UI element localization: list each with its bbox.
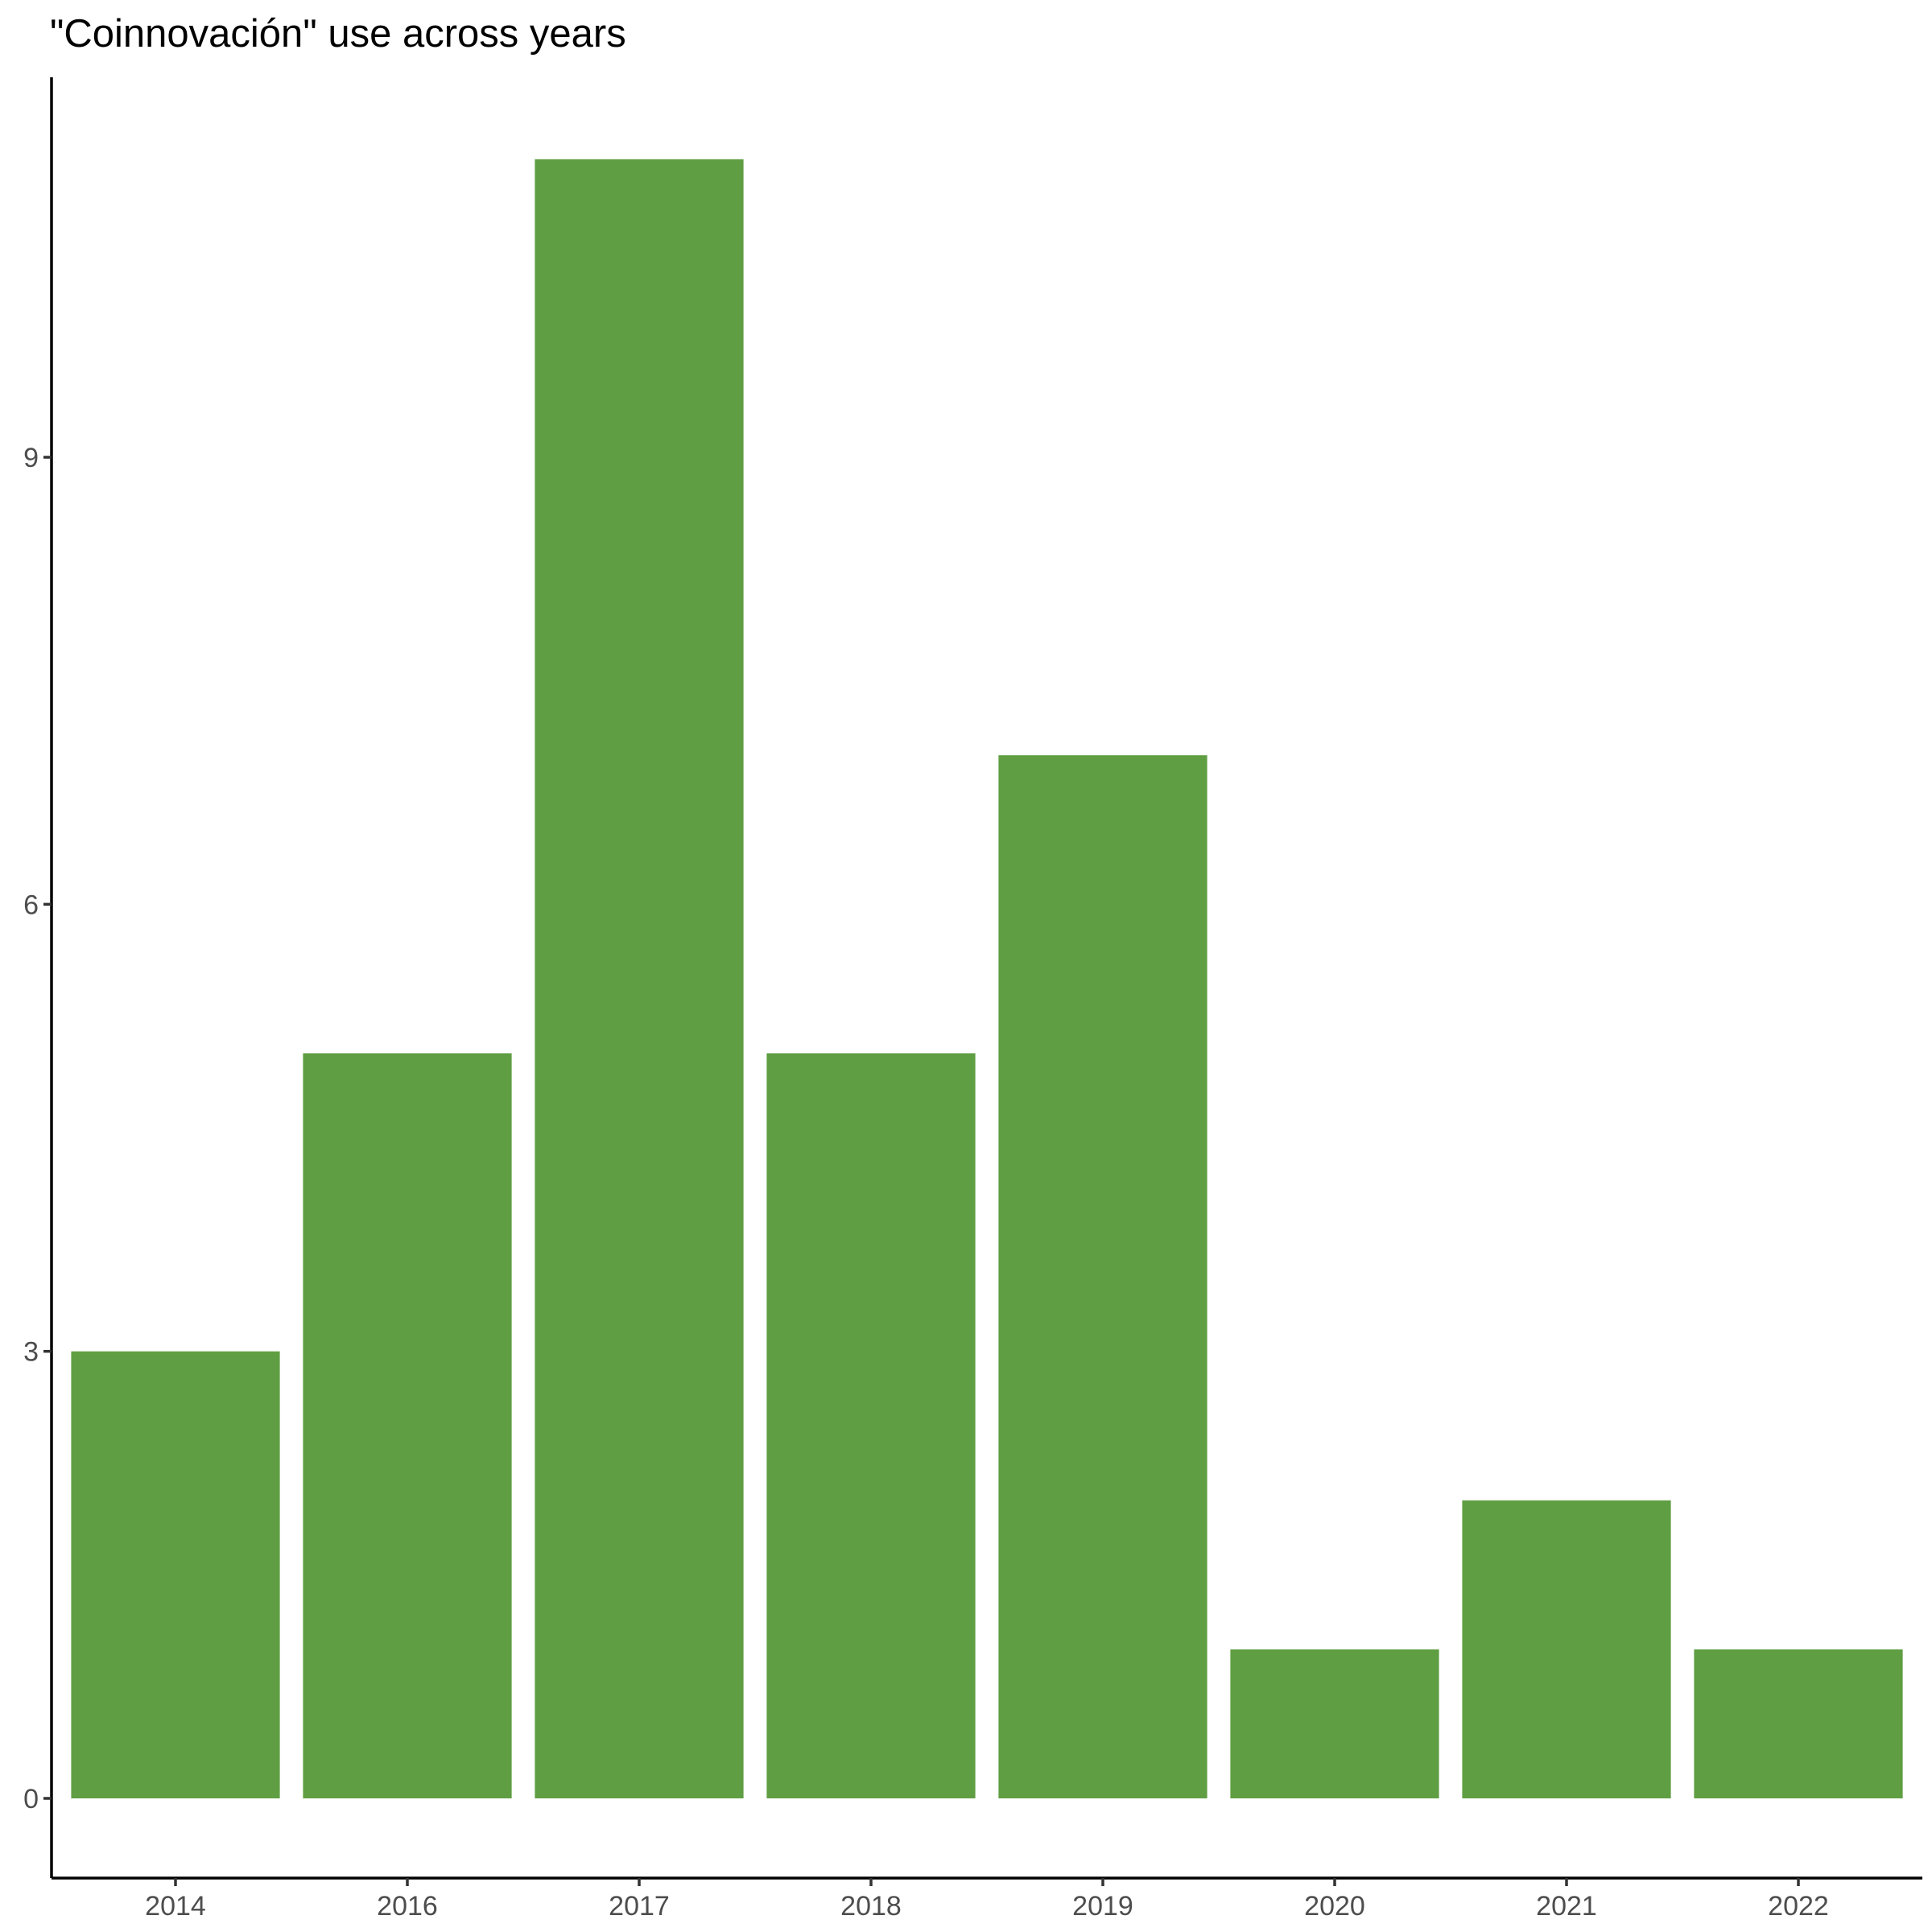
y-axis: 0 3 6 9 bbox=[23, 77, 53, 1878]
x-tick-label: 2014 bbox=[145, 1891, 206, 1922]
chart-title: "Coinnovación" use across years bbox=[50, 12, 626, 56]
bar-2016 bbox=[303, 1053, 512, 1798]
bar-2020 bbox=[1230, 1649, 1439, 1798]
y-tick-label: 3 bbox=[23, 1337, 39, 1368]
x-tick-label: 2022 bbox=[1768, 1891, 1829, 1922]
bar-2018 bbox=[766, 1053, 976, 1798]
bar-2017 bbox=[535, 159, 744, 1798]
y-tick-label: 6 bbox=[23, 890, 39, 920]
y-tick-label: 9 bbox=[23, 443, 39, 473]
bar-2021 bbox=[1462, 1500, 1671, 1798]
x-tick-label: 2021 bbox=[1536, 1891, 1597, 1922]
x-tick-label: 2019 bbox=[1072, 1891, 1133, 1922]
x-tick-label: 2018 bbox=[840, 1891, 902, 1922]
x-tick-label: 2017 bbox=[609, 1891, 670, 1922]
x-axis: 2014 2016 2017 2018 2019 2020 2021 2022 bbox=[52, 1876, 1922, 1922]
bar-2022 bbox=[1694, 1649, 1903, 1798]
x-tick-label: 2020 bbox=[1304, 1891, 1365, 1922]
y-tick-label: 0 bbox=[23, 1784, 39, 1814]
bar-2019 bbox=[998, 755, 1208, 1799]
x-tick-label: 2016 bbox=[377, 1891, 438, 1922]
bar-2014 bbox=[71, 1351, 280, 1798]
bars-group bbox=[71, 159, 1903, 1799]
